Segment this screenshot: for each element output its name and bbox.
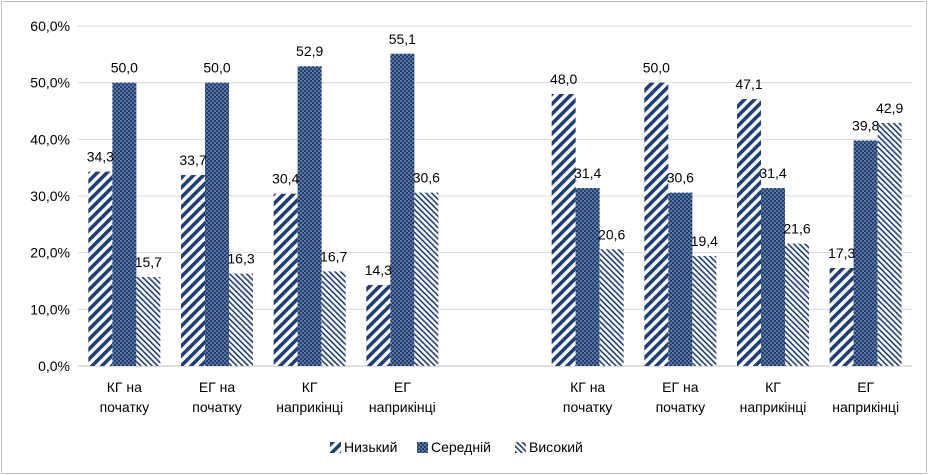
x-tick-label: початку [100,399,150,415]
y-tick-label: 50,0% [30,75,70,91]
data-label: 30,4 [272,171,299,187]
x-tick-label: КГ [765,379,781,395]
bar-low [737,99,761,366]
x-axis: КГ на початку ЕГ на початку КГ наприкінці ЕГ на… [100,379,900,415]
y-tick-label: 60,0% [30,18,70,34]
legend-swatch [330,442,341,453]
data-label: 15,7 [135,254,162,270]
bar-high [321,271,346,366]
y-tick-label: 40,0% [30,131,70,147]
bar-low [181,175,205,366]
x-tick-label: наприкінці [832,399,899,415]
bar-high [136,277,161,366]
data-label: 17,3 [828,245,855,261]
y-tick-label: 20,0% [30,245,70,261]
data-label: 47,1 [735,76,762,92]
legend: Низький Середній Високий [330,439,583,455]
data-label: 42,9 [876,100,903,116]
bar-high [414,192,439,366]
bar-low [366,284,391,366]
data-label: 30,6 [413,170,440,186]
bar-high [785,243,809,366]
y-tick-label: 0,0% [38,358,70,374]
legend-swatch [515,442,526,453]
data-label: 33,7 [179,152,206,168]
data-label: 16,3 [227,251,254,267]
data-label: 31,4 [574,165,601,181]
x-tick-label: ЕГ [857,379,874,395]
y-tick-label: 10,0% [30,301,70,317]
bars [88,53,902,367]
y-tick-label: 30,0% [30,188,70,204]
data-label: 55,1 [389,31,416,47]
data-labels: 34,3 50,0 15,7 33,7 50,0 16,3 30,4 52,9 16,7 14,3… [87,31,904,278]
bar-mid [761,188,785,366]
bar-high [692,256,717,366]
data-label: 19,4 [691,233,718,249]
bar-mid [112,82,137,367]
x-tick-label: початку [563,399,613,415]
data-label: 34,3 [87,149,114,165]
legend-label: Середній [431,439,491,455]
x-tick-label: ЕГ на [199,379,236,395]
bar-mid [668,192,693,366]
bar-low [88,171,113,366]
x-tick-label: наприкінці [740,399,807,415]
x-tick-label: КГ на [107,379,142,395]
x-tick-label: КГ [302,379,318,395]
x-tick-label: КГ на [570,379,605,395]
bar-mid [390,53,415,367]
x-tick-label: ЕГ [394,379,411,395]
bar-low [829,267,854,366]
x-tick-label: наприкінці [276,399,343,415]
legend-swatch [417,442,428,453]
bar-mid [853,140,878,366]
y-axis: 0,0% 10,0% 20,0% 30,0% 40,0% 50,0% 60,0% [30,18,70,374]
bar-mid [575,188,600,366]
data-label: 16,7 [320,248,347,264]
data-label: 14,3 [365,262,392,278]
bar-high [599,249,624,366]
bar-low [644,82,669,367]
data-label: 52,9 [296,43,323,59]
data-label: 39,8 [852,117,879,133]
data-label: 30,6 [667,170,694,186]
bar-low [273,193,298,366]
x-tick-label: початку [192,399,242,415]
x-tick-label: початку [656,399,706,415]
bar-high [877,122,902,367]
data-label: 50,0 [203,60,230,76]
bar-mid [297,66,322,366]
bar-mid [205,82,229,367]
data-label: 48,0 [550,71,577,87]
data-label: 20,6 [598,226,625,242]
bar-high [229,273,253,366]
data-label: 31,4 [759,165,786,181]
x-tick-label: наприкінці [369,399,436,415]
legend-label: Низький [344,439,397,455]
data-label: 50,0 [643,60,670,76]
legend-label: Високий [529,439,583,455]
data-label: 50,0 [111,60,138,76]
data-label: 21,6 [783,221,810,237]
bar-low [551,94,576,366]
x-tick-label: ЕГ на [662,379,699,395]
